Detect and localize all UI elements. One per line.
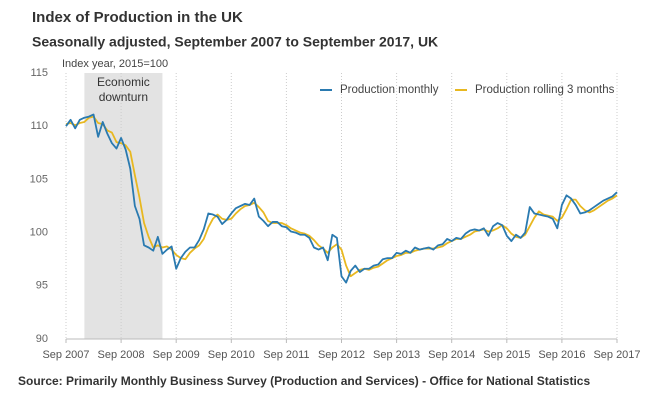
x-tick-label: Sep 2013 bbox=[373, 349, 420, 361]
x-tick-label: Sep 2014 bbox=[428, 349, 475, 361]
x-tick-label: Sep 2007 bbox=[42, 349, 89, 361]
series-line bbox=[65, 113, 618, 284]
legend-label: Production rolling 3 months bbox=[475, 84, 615, 96]
source: Source: Primarily Monthly Business Surve… bbox=[18, 374, 590, 388]
x-tick-label: Sep 2017 bbox=[593, 349, 640, 361]
downturn-shade bbox=[84, 73, 163, 339]
y-axis-label: Index year, 2015=100 bbox=[62, 58, 168, 70]
legend-label: Production monthly bbox=[340, 84, 439, 96]
x-tick-label: Sep 2016 bbox=[538, 349, 585, 361]
y-tick-label: 100 bbox=[30, 227, 48, 239]
y-tick-label: 90 bbox=[36, 333, 48, 345]
shade-label: downturn bbox=[99, 90, 148, 104]
x-tick-label: Sep 2008 bbox=[98, 349, 145, 361]
x-tick-label: Sep 2015 bbox=[483, 349, 530, 361]
x-tick-label: Sep 2009 bbox=[153, 349, 200, 361]
shade-label: Economic bbox=[97, 75, 150, 89]
x-tick-label: Sep 2011 bbox=[263, 349, 309, 361]
y-tick-label: 115 bbox=[30, 67, 48, 79]
y-tick-label: 95 bbox=[36, 280, 48, 292]
series-line bbox=[65, 115, 618, 278]
chart-subtitle: Seasonally adjusted, September 2007 to S… bbox=[32, 34, 438, 50]
x-tick-label: Sep 2012 bbox=[318, 349, 365, 361]
y-tick-label: 110 bbox=[30, 120, 48, 132]
y-tick-label: 105 bbox=[30, 173, 48, 185]
x-tick-label: Sep 2010 bbox=[208, 349, 255, 361]
chart-title: Index of Production in the UK bbox=[32, 9, 243, 26]
